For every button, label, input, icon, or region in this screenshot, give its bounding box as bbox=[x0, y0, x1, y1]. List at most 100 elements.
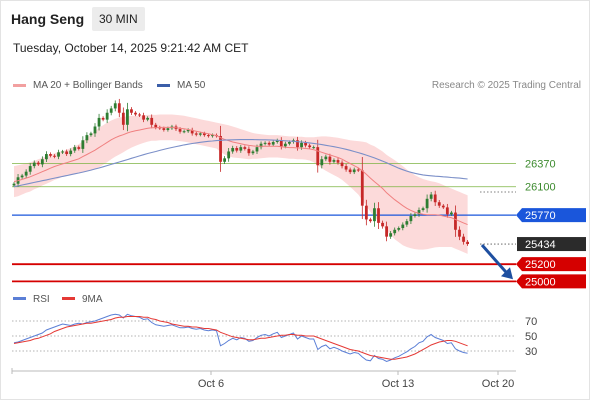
candle bbox=[352, 169, 356, 173]
rsi-legend-label: 9MA bbox=[82, 294, 103, 305]
candle bbox=[85, 135, 89, 141]
level-label-26370: 26370 bbox=[525, 159, 556, 171]
candle bbox=[397, 228, 401, 230]
candle bbox=[425, 198, 429, 209]
candle bbox=[182, 131, 186, 133]
candle bbox=[162, 128, 166, 130]
candle bbox=[466, 241, 469, 245]
candle bbox=[105, 112, 109, 120]
level-label-26100: 26100 bbox=[525, 182, 556, 194]
candle bbox=[61, 151, 64, 153]
candle bbox=[138, 114, 141, 116]
candle bbox=[336, 160, 340, 163]
level-badges-layer: 26370 26100 25770 25434 25200 25000 bbox=[516, 159, 586, 289]
candle bbox=[312, 147, 316, 149]
candle bbox=[186, 129, 190, 132]
candle bbox=[458, 229, 461, 237]
forecast-arrow bbox=[480, 244, 509, 275]
candle bbox=[235, 148, 239, 151]
candle bbox=[316, 147, 320, 166]
candle bbox=[437, 202, 441, 206]
timestamp: Tuesday, October 14, 2025 9:21:42 AM CET bbox=[13, 41, 249, 55]
candle bbox=[450, 212, 453, 215]
candle bbox=[202, 133, 206, 136]
candle bbox=[77, 147, 81, 149]
candle bbox=[142, 115, 145, 120]
timeframe-button[interactable]: 30 MIN bbox=[92, 7, 145, 31]
candle bbox=[308, 145, 312, 148]
candle bbox=[296, 140, 299, 148]
candle bbox=[130, 109, 133, 113]
legend-label-ma50: MA 50 bbox=[177, 80, 206, 91]
candle bbox=[267, 142, 271, 145]
candle bbox=[279, 140, 283, 147]
candle bbox=[344, 166, 348, 170]
candle bbox=[275, 140, 279, 142]
candle bbox=[53, 155, 56, 157]
rsi-level-label: 50 bbox=[525, 331, 537, 343]
candle bbox=[263, 142, 267, 144]
rsi-level-label: 30 bbox=[525, 346, 537, 358]
candle bbox=[271, 142, 275, 145]
candle bbox=[243, 147, 247, 149]
x-tick-label: Oct 20 bbox=[482, 378, 514, 390]
x-tick-label: Oct 6 bbox=[198, 378, 224, 390]
bollinger-band bbox=[14, 114, 468, 254]
candle bbox=[89, 133, 93, 136]
candle bbox=[49, 154, 52, 156]
candle bbox=[255, 147, 259, 152]
candle bbox=[332, 160, 336, 162]
candle bbox=[198, 133, 202, 135]
candle bbox=[97, 117, 101, 127]
candle bbox=[389, 233, 393, 237]
candle bbox=[373, 208, 376, 222]
candle bbox=[433, 194, 437, 203]
candle bbox=[211, 135, 214, 137]
candle bbox=[441, 205, 445, 208]
candle bbox=[356, 169, 360, 171]
candle bbox=[417, 209, 421, 215]
candle bbox=[93, 126, 97, 134]
rsi-legend-label: RSI bbox=[33, 294, 50, 305]
bollinger-band-layer bbox=[14, 114, 468, 254]
candle bbox=[117, 103, 121, 113]
chart-header: Hang Seng 30 MIN bbox=[0, 0, 590, 36]
candle bbox=[81, 140, 85, 149]
candle bbox=[381, 222, 384, 227]
ma20-line bbox=[13, 126, 468, 226]
candle bbox=[166, 128, 170, 130]
instrument-title: Hang Seng bbox=[11, 11, 85, 27]
candle bbox=[231, 148, 235, 152]
rsi-ma9-line bbox=[13, 316, 468, 360]
candle bbox=[304, 142, 307, 146]
legend-swatch bbox=[157, 84, 170, 87]
ma-lines-layer bbox=[13, 126, 513, 280]
pivot-badge bbox=[516, 208, 586, 223]
candle bbox=[154, 124, 158, 128]
candle bbox=[247, 148, 251, 154]
candle bbox=[190, 129, 194, 134]
candle bbox=[32, 162, 36, 167]
credit-text: Research © 2025 Trading Central bbox=[431, 80, 581, 91]
legend-label-ma20: MA 20 + Bollinger Bands bbox=[33, 80, 143, 91]
candle bbox=[369, 219, 372, 222]
candle bbox=[126, 109, 129, 125]
level-label-25000: 25000 bbox=[525, 276, 556, 288]
candle bbox=[24, 171, 28, 176]
candle bbox=[300, 142, 303, 148]
candle bbox=[36, 162, 40, 165]
candle bbox=[409, 216, 413, 222]
last-price-badge bbox=[517, 237, 586, 252]
candle bbox=[454, 212, 457, 230]
ma50-line bbox=[13, 139, 468, 188]
candle bbox=[207, 135, 210, 137]
candle bbox=[377, 208, 380, 223]
rsi-legend-swatch bbox=[13, 297, 26, 300]
candle bbox=[320, 159, 324, 166]
candle bbox=[385, 226, 388, 237]
level-label-25200: 25200 bbox=[525, 259, 556, 271]
candle bbox=[429, 194, 433, 199]
candle bbox=[101, 117, 105, 120]
candle bbox=[28, 166, 32, 172]
